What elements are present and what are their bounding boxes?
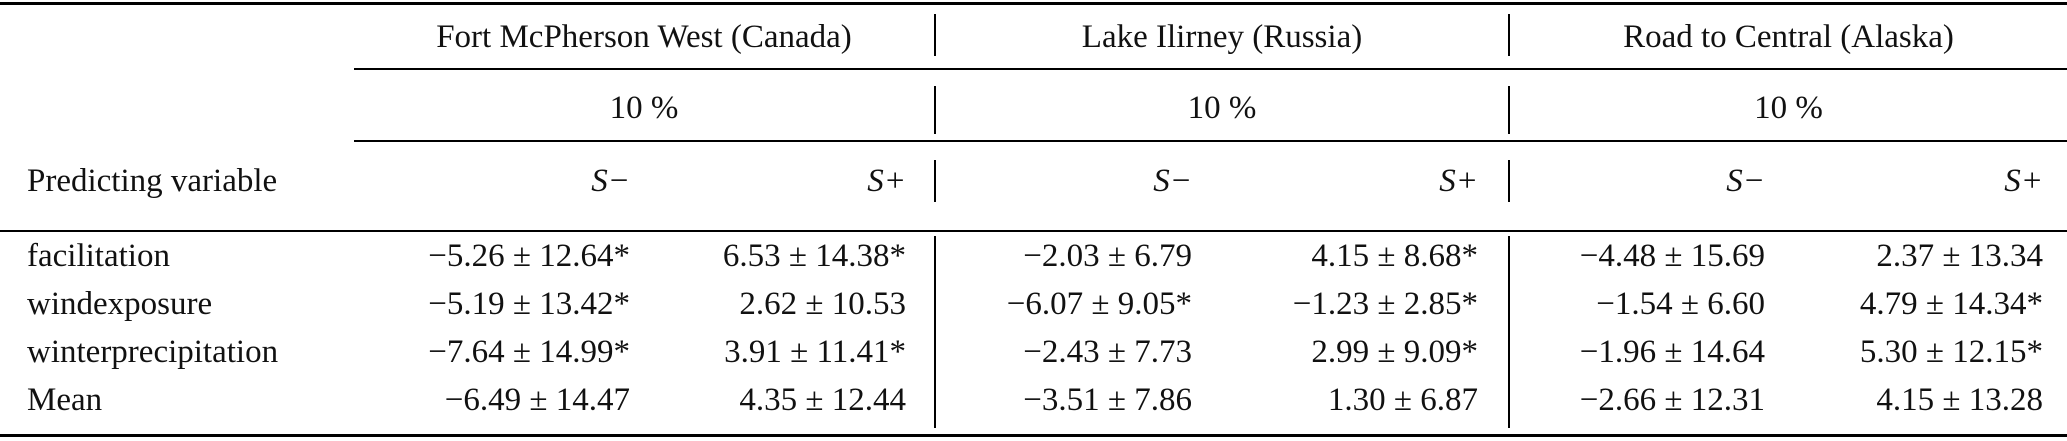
value-cell: −3.51 ± 7.86: [1023, 382, 1192, 418]
separator: [1508, 86, 1510, 134]
top-rule: [0, 2, 2067, 5]
value-cell: −4.48 ± 15.69: [1579, 238, 1765, 274]
col-s-plus: S+: [1439, 163, 1478, 199]
site-header: Lake Ilirney (Russia): [1081, 19, 1363, 55]
bottom-rule: [0, 434, 2067, 437]
value-cell: −1.54 ± 6.60: [1596, 286, 1765, 322]
col-s-plus: S+: [867, 163, 906, 199]
value-cell: 4.15 ± 13.28: [1876, 382, 2043, 418]
col-s-minus: S−: [1153, 163, 1192, 199]
col-s-minus: S−: [1726, 163, 1765, 199]
value-cell: 4.35 ± 12.44: [739, 382, 906, 418]
value-cell: 2.99 ± 9.09*: [1311, 334, 1478, 370]
value-cell: 4.79 ± 14.34*: [1859, 286, 2043, 322]
col-s-minus: S−: [591, 163, 630, 199]
separator: [1508, 160, 1510, 202]
threshold-rule: [354, 140, 2067, 142]
value-cell: −2.66 ± 12.31: [1579, 382, 1765, 418]
site-header: Fort McPherson West (Canada): [436, 19, 852, 55]
value-cell: −6.07 ± 9.05*: [1006, 286, 1192, 322]
variable-name: winterprecipitation: [27, 334, 279, 370]
value-cell: −1.96 ± 14.64: [1579, 334, 1765, 370]
threshold-label: 10 %: [609, 90, 679, 126]
separator: [1508, 236, 1510, 428]
row-header: Predicting variable: [27, 163, 278, 199]
separator: [934, 236, 936, 428]
value-cell: 2.62 ± 10.53: [739, 286, 906, 322]
value-cell: −7.64 ± 14.99*: [428, 334, 630, 370]
separator: [1508, 14, 1510, 56]
site-rule: [354, 68, 2067, 70]
variable-name: Mean: [27, 382, 103, 418]
value-cell: 4.15 ± 8.68*: [1311, 238, 1478, 274]
value-cell: −2.03 ± 6.79: [1023, 238, 1192, 274]
value-cell: −5.19 ± 13.42*: [428, 286, 630, 322]
value-cell: 6.53 ± 14.38*: [722, 238, 906, 274]
value-cell: 3.91 ± 11.41*: [724, 334, 906, 370]
value-cell: −2.43 ± 7.73: [1023, 334, 1192, 370]
threshold-label: 10 %: [1754, 90, 1823, 126]
variable-name: windexposure: [27, 286, 213, 322]
variable-name: facilitation: [27, 238, 170, 274]
value-cell: 5.30 ± 12.15*: [1859, 334, 2043, 370]
separator: [934, 160, 936, 202]
value-cell: −5.26 ± 12.64*: [428, 238, 630, 274]
separator: [934, 14, 936, 56]
separator: [934, 86, 936, 134]
threshold-label: 10 %: [1187, 90, 1257, 126]
value-cell: 1.30 ± 6.87: [1327, 382, 1478, 418]
value-cell: −1.23 ± 2.85*: [1292, 286, 1478, 322]
col-s-plus: S+: [2004, 163, 2043, 199]
header-rule: [0, 230, 2067, 232]
value-cell: 2.37 ± 13.34: [1876, 238, 2043, 274]
site-header: Road to Central (Alaska): [1623, 19, 1954, 55]
value-cell: −6.49 ± 14.47: [444, 382, 630, 418]
